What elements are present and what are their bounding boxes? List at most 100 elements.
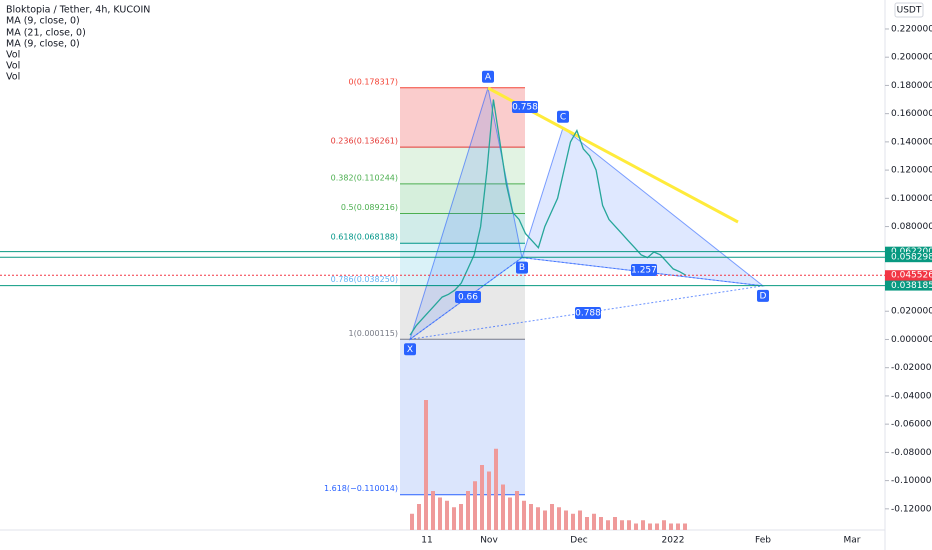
volume-bar xyxy=(550,504,554,530)
volume-bar xyxy=(578,510,582,530)
price-tag xyxy=(885,246,932,257)
y-tick-label: -0.060000 xyxy=(891,420,932,430)
y-tick-label: 0.220000 xyxy=(891,24,932,34)
point-label: B xyxy=(519,263,525,273)
fib-label: 1.618(−0.110014) xyxy=(324,484,398,493)
volume-bar xyxy=(543,510,547,530)
volume-bar xyxy=(606,520,610,530)
volume-bar xyxy=(522,500,526,530)
fib-zone xyxy=(400,243,525,286)
y-tick-label: -0.040000 xyxy=(891,391,932,401)
indicator: Vol xyxy=(6,72,20,83)
volume-bar xyxy=(508,497,512,530)
point-tag xyxy=(404,343,416,356)
y-tick-label: -0.080000 xyxy=(891,448,932,458)
point-tag xyxy=(516,261,528,274)
fib-label: 0.618(0.068188) xyxy=(331,233,398,242)
fib-zone xyxy=(400,183,525,214)
y-tick-label: 0.200000 xyxy=(891,53,932,63)
pattern-diag xyxy=(409,285,764,340)
point-tag xyxy=(482,70,494,83)
ratio-tag xyxy=(512,101,538,113)
volume-bar xyxy=(494,448,498,530)
x-tick-label: Mar xyxy=(844,536,861,546)
volume-bar xyxy=(613,517,617,530)
point-label: C xyxy=(560,112,566,122)
volume-bar xyxy=(487,471,491,530)
y-tick-label: 0.000000 xyxy=(891,335,932,345)
price-tag-label: 0.038185 xyxy=(891,281,932,291)
y-tick-label: 0.100000 xyxy=(891,194,932,204)
ratio-label: 0.758 xyxy=(512,103,538,113)
fib-zone xyxy=(400,213,525,244)
volume-bar xyxy=(683,523,687,530)
indicator: Vol xyxy=(6,61,20,72)
ratio-tag xyxy=(455,291,481,303)
volume-bar xyxy=(480,465,484,530)
volume-bar xyxy=(627,520,631,530)
volume-bar xyxy=(634,523,638,530)
fib-label: 0(0.178317) xyxy=(348,77,398,86)
volume-bar xyxy=(676,523,680,530)
indicator: MA (21, close, 0) xyxy=(6,28,86,39)
fib-label: 0.382(0.110244) xyxy=(331,173,398,182)
volume-bar xyxy=(424,400,428,530)
y-tick-label: 0.120000 xyxy=(891,166,932,176)
volume-bar xyxy=(452,507,456,530)
indicator: MA (9, close, 0) xyxy=(6,39,80,50)
x-tick-label: 2022 xyxy=(662,536,685,546)
price-tag-label: 0.045526 xyxy=(891,271,932,281)
point-label: D xyxy=(760,291,767,301)
volume-bar xyxy=(592,513,596,530)
y-tick-label: 0.180000 xyxy=(891,81,932,91)
volume-bar xyxy=(536,507,540,530)
fib-label: 1(0.000115) xyxy=(348,329,398,338)
x-tick-label: Feb xyxy=(755,536,771,546)
price-tag xyxy=(885,280,932,291)
point-label: X xyxy=(407,345,413,355)
y-tick-label: -0.020000 xyxy=(891,363,932,373)
x-tick-label: Nov xyxy=(480,536,498,546)
fib-zone xyxy=(400,339,525,495)
y-tick-label: 0.140000 xyxy=(891,137,932,147)
volume-bar xyxy=(529,504,533,530)
ratio-tag xyxy=(575,307,601,319)
volume-bar xyxy=(648,523,652,530)
currency-box xyxy=(894,2,924,18)
volume-bar xyxy=(564,510,568,530)
volume-bar xyxy=(438,497,442,530)
fib-label: 0.5(0.089216) xyxy=(341,203,398,212)
indicator: Vol xyxy=(6,50,20,61)
volume-bar xyxy=(473,481,477,530)
y-tick-label: -0.120000 xyxy=(891,504,932,514)
ratio-tag xyxy=(631,264,657,276)
y-tick-label: 0.020000 xyxy=(891,307,932,317)
volume-bar xyxy=(515,491,519,530)
fib-label: 0.786(0.038250) xyxy=(331,275,398,284)
x-tick-label: 11 xyxy=(421,536,432,546)
volume-bar xyxy=(662,520,666,530)
price-line xyxy=(409,99,687,336)
point-tag xyxy=(557,110,569,123)
ratio-label: 0.788 xyxy=(575,309,601,319)
point-label: A xyxy=(485,72,492,82)
y-tick-label: 0.160000 xyxy=(891,109,932,119)
volume-bar xyxy=(641,520,645,530)
volume-bar xyxy=(459,504,463,530)
ratio-label: 0.66 xyxy=(458,293,478,303)
volume-bar xyxy=(585,517,589,530)
volume-bar xyxy=(655,523,659,530)
price-tag-label: 0.058298 xyxy=(891,253,932,263)
price-tag xyxy=(885,252,932,263)
point-tag xyxy=(757,289,769,302)
x-tick-label: Dec xyxy=(570,536,587,546)
y-tick-label: 0.080000 xyxy=(891,222,932,232)
indicator: MA (9, close, 0) xyxy=(6,16,80,27)
chart-title: Bloktopia / Tether, 4h, KUCOIN xyxy=(6,5,150,16)
volume-bar xyxy=(466,491,470,530)
volume-bar xyxy=(417,504,421,530)
currency: USDT xyxy=(897,6,922,16)
price-tag-label: 0.062200 xyxy=(891,247,932,257)
volume-bar xyxy=(410,513,414,530)
y-tick-label: -0.100000 xyxy=(891,476,932,486)
